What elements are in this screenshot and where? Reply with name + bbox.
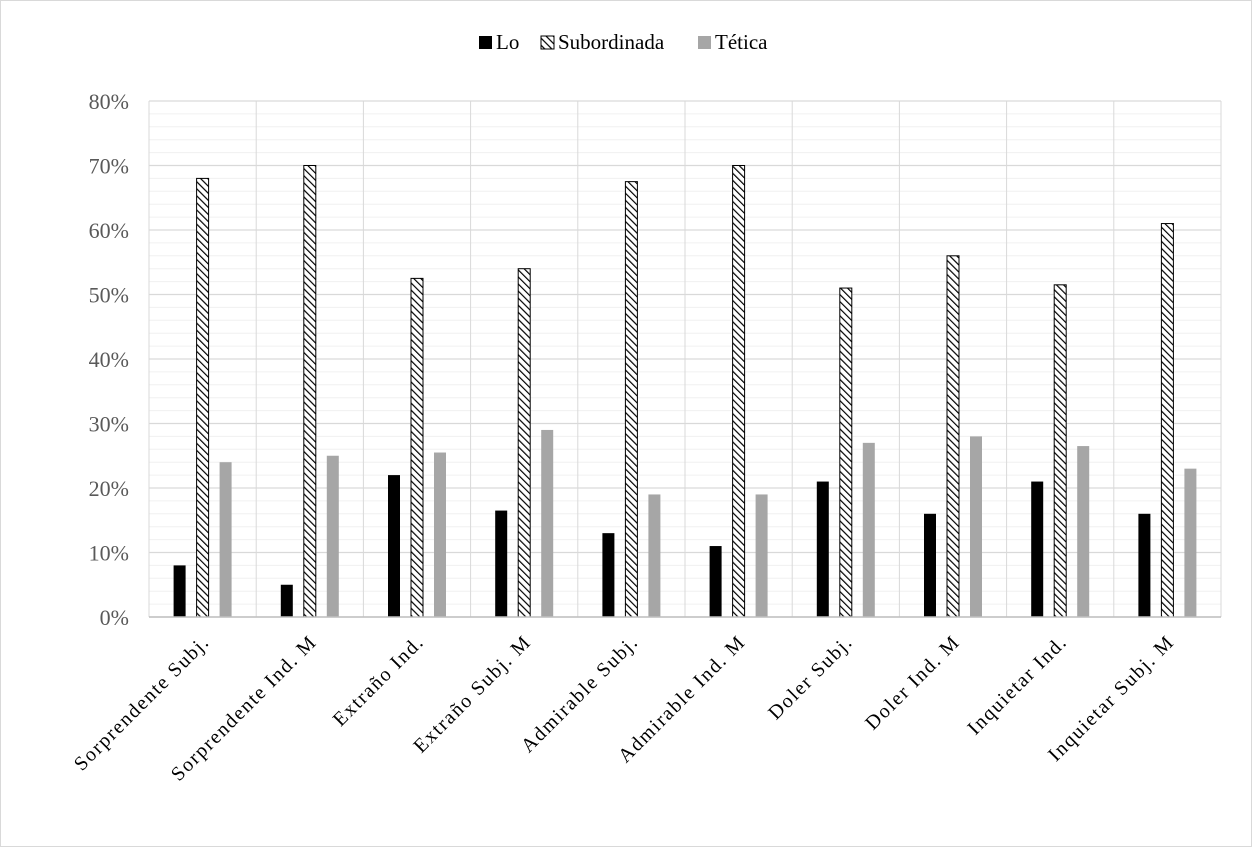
x-tick-label: Doler Ind. M [861,631,964,734]
legend-swatch-tética [698,36,711,49]
y-tick-label: 80% [89,89,129,114]
y-tick-label: 0% [100,605,129,630]
bar-lo-0 [173,565,186,617]
legend: Lo Subordinada Tética [479,30,768,54]
bar-lo-2 [388,475,400,617]
bar-tética-1 [326,455,339,617]
bar-subordinada-3 [517,268,531,618]
bar-lo-1 [280,584,293,617]
y-axis: 0% 10% 20% 30% 40% 50% 60% 70% 80% [89,89,129,630]
bar-tética-7 [970,436,982,617]
bar-lo-8 [1031,481,1044,617]
y-tick-label: 10% [89,541,129,566]
x-axis: Sorprendente Subj.Sorprendente Ind. M Ext… [70,616,1221,785]
legend-swatch-lo [479,36,492,49]
bar-lo-4 [602,533,615,617]
legend-label-tética: Tética [715,30,768,54]
y-tick-label: 40% [89,347,129,372]
bar-tética-6 [862,442,875,617]
legend-label-subordinada: Subordinada [558,30,665,54]
bar-subordinada-7 [946,255,960,618]
bar-subordinada-2 [410,277,424,618]
x-tick-label: Inquietar Ind. [963,631,1071,739]
bar-lo-3 [495,510,508,617]
bar-subordinada-5 [732,165,746,618]
bar-subordinada-0 [196,177,210,618]
y-tick-label: 60% [89,218,129,243]
bar-lo-5 [709,546,722,617]
bar-subordinada-4 [624,181,638,618]
legend-label-lo: Lo [496,30,519,54]
bar-tética-9 [1184,468,1197,617]
bar-subordinada-6 [839,287,853,618]
bar-lo-9 [1138,513,1151,617]
bar-tética-4 [648,494,661,617]
bar-lo-7 [924,513,936,617]
bar-tética-2 [434,452,446,617]
bar-tética-3 [541,429,554,617]
y-tick-label: 70% [89,154,129,179]
bar-tética-8 [1077,446,1090,617]
bar-tética-5 [755,494,768,617]
y-tick-label: 30% [89,412,129,437]
y-tick-label: 50% [89,283,129,308]
x-tick-label: Admirable Subj. [517,631,643,757]
y-tick-label: 20% [89,476,129,501]
bar-subordinada-9 [1160,223,1174,618]
x-tick-label: Doler Subj. [764,631,857,724]
bar-subordinada-8 [1053,284,1067,618]
bar-lo-6 [816,481,829,617]
x-tick-label: Extraño Subj. M [409,631,535,757]
x-tick-label: Extraño Ind. [329,631,429,731]
bar-subordinada-1 [303,165,317,618]
legend-swatch-subordinada [540,35,555,50]
bar-tética-0 [219,462,232,617]
